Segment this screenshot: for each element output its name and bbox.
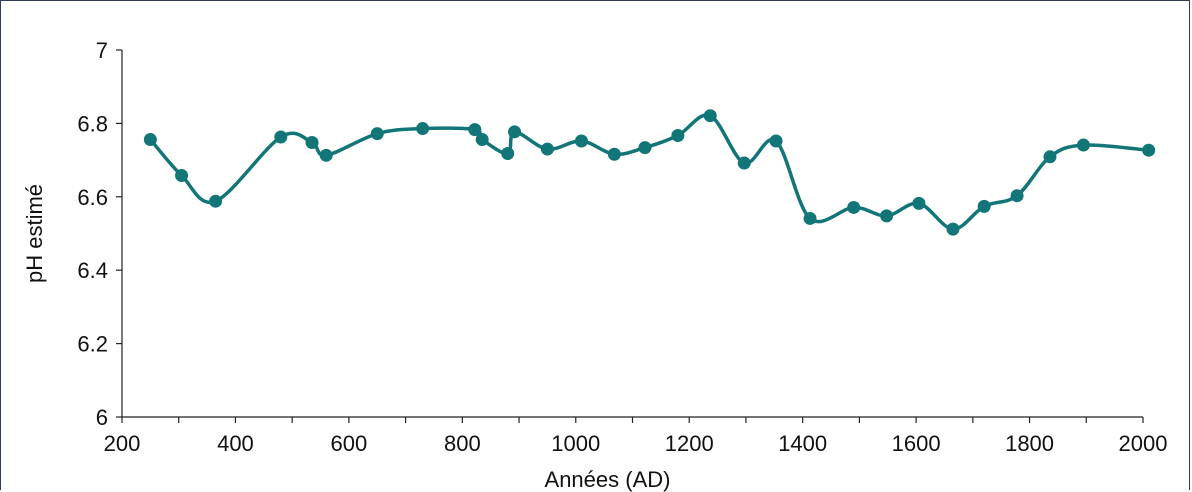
series-line <box>148 113 1151 231</box>
tick-labels: 6 6.2 6.4 6.6 6.8 7 200 400 600 800 1000 1200 1400 16… <box>77 38 1167 456</box>
y-tick-label: 6 <box>96 405 108 430</box>
data-point <box>1010 189 1024 203</box>
data-point <box>607 147 621 161</box>
data-point <box>319 148 333 162</box>
data-point <box>501 146 515 160</box>
data-point <box>1043 150 1057 164</box>
data-point <box>638 141 652 155</box>
data-point <box>540 142 554 156</box>
x-tick-label: 1400 <box>778 431 827 456</box>
data-point <box>703 109 717 123</box>
data-point <box>1076 138 1090 152</box>
y-tick-label: 6.6 <box>77 185 108 210</box>
y-tick-label: 6.8 <box>77 111 108 136</box>
data-point <box>803 211 817 225</box>
y-tick-label: 6.4 <box>77 258 108 283</box>
y-axis-title: pH estimé <box>22 184 47 283</box>
data-point <box>671 129 685 143</box>
data-point <box>946 222 960 236</box>
x-tick-label: 1200 <box>665 431 714 456</box>
data-point <box>305 135 319 149</box>
x-tick-label: 1600 <box>892 431 941 456</box>
y-tick-label: 7 <box>96 38 108 63</box>
data-point <box>912 196 926 210</box>
x-tick-label: 2000 <box>1119 431 1168 456</box>
data-point <box>468 123 482 137</box>
data-point <box>274 130 288 144</box>
data-point <box>475 133 489 147</box>
data-point <box>977 199 991 213</box>
x-tick-label: 1800 <box>1005 431 1054 456</box>
data-point <box>737 156 751 170</box>
axes <box>116 49 1144 423</box>
data-point <box>769 134 783 148</box>
x-tick-label: 400 <box>217 431 254 456</box>
data-point <box>508 125 522 139</box>
y-tick-label: 6.2 <box>77 332 108 357</box>
data-point <box>175 169 189 183</box>
x-axis-title: Années (AD) <box>545 467 671 492</box>
x-tick-label: 800 <box>444 431 481 456</box>
data-point <box>1142 143 1156 157</box>
data-point <box>143 133 157 147</box>
x-tick-label: 200 <box>104 431 141 456</box>
data-point <box>416 122 430 136</box>
data-point <box>880 209 894 223</box>
x-tick-label: 1000 <box>551 431 600 456</box>
data-points <box>143 109 1156 236</box>
x-tick-label: 600 <box>331 431 368 456</box>
data-point <box>209 194 223 208</box>
data-point <box>370 127 384 141</box>
data-point <box>847 200 861 214</box>
data-point <box>574 134 588 148</box>
